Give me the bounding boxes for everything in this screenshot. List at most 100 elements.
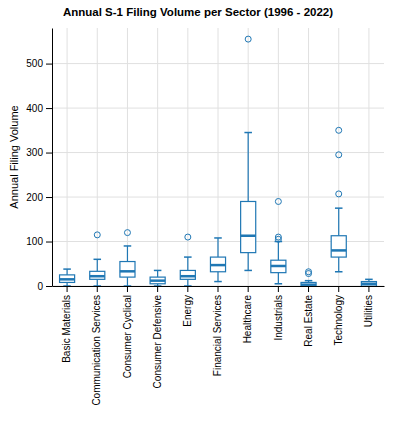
lower-whisker — [338, 257, 339, 272]
flier — [275, 234, 281, 240]
grid — [52, 28, 384, 286]
y-tick-label: 0 — [37, 281, 43, 292]
x-tick-mark — [308, 286, 309, 292]
box — [60, 275, 75, 283]
median — [271, 265, 286, 268]
median — [210, 264, 225, 267]
flier — [336, 152, 342, 158]
flier — [245, 36, 251, 42]
x-grid-line — [67, 28, 68, 286]
x-tick-label: Healthcare — [242, 295, 253, 344]
upper-cap — [124, 245, 132, 247]
x-tick-mark — [248, 286, 249, 292]
median — [180, 275, 195, 278]
y-tick-label: 300 — [26, 147, 43, 158]
box-group — [301, 269, 316, 286]
x-tick-mark — [157, 286, 158, 292]
lower-cap — [63, 285, 71, 286]
lower-cap — [335, 271, 343, 273]
lower-whisker — [127, 277, 128, 286]
lower-whisker — [248, 253, 249, 271]
median — [60, 278, 75, 281]
boxes — [60, 36, 377, 286]
upper-whisker — [187, 257, 188, 270]
box — [241, 201, 256, 252]
y-axis-title: Annual Filing Volume — [8, 105, 20, 208]
x-tick: Utilities — [363, 286, 374, 327]
upper-whisker — [66, 269, 67, 275]
y-tick-mark — [46, 108, 52, 109]
x-tick-label: Communication Services — [91, 295, 102, 406]
upper-cap — [94, 259, 102, 261]
upper-whisker — [97, 259, 98, 271]
lower-whisker — [97, 279, 98, 286]
median — [301, 283, 316, 286]
flier — [275, 198, 281, 204]
lower-cap — [154, 285, 162, 286]
x-tick-label: Industrials — [273, 295, 284, 341]
x-tick-label: Basic Materials — [61, 295, 72, 363]
median — [331, 249, 346, 252]
y-tick: 200 — [26, 192, 52, 203]
y-tick: 0 — [37, 281, 52, 292]
box-group — [180, 234, 195, 286]
box-group — [150, 270, 165, 286]
x-tick-mark — [218, 286, 219, 292]
y-tick-label: 400 — [26, 103, 43, 114]
median — [90, 275, 105, 278]
chart-title: Annual S-1 Filing Volume per Sector (199… — [63, 6, 333, 18]
y-tick-mark — [46, 153, 52, 154]
x-tick-mark — [67, 286, 68, 292]
x-tick: Consumer Cyclical — [122, 286, 133, 378]
median — [241, 234, 256, 237]
x-grid-line — [218, 28, 219, 286]
upper-whisker — [217, 238, 218, 257]
box-group — [120, 230, 135, 286]
box — [361, 282, 376, 286]
y-axis: 0100200300400500 — [26, 29, 52, 292]
x-grid-line — [368, 28, 369, 286]
flier — [336, 191, 342, 197]
x-tick-label: Technology — [333, 295, 344, 346]
box-group — [60, 269, 75, 286]
y-tick-mark — [46, 64, 52, 65]
flier — [336, 127, 342, 133]
box — [331, 236, 346, 257]
box — [150, 277, 165, 284]
x-tick-label: Real Estate — [303, 295, 314, 347]
y-tick-label: 100 — [26, 236, 43, 247]
box-group — [90, 232, 105, 286]
x-tick: Consumer Defensive — [152, 286, 163, 388]
upper-cap — [244, 132, 252, 134]
lower-cap — [94, 285, 102, 286]
upper-cap — [335, 207, 343, 209]
box-group — [361, 279, 376, 286]
y-tick-mark — [46, 286, 52, 287]
chart-svg: Basic Materials Communication Services Con… — [0, 0, 396, 424]
flier — [94, 232, 100, 238]
x-tick-mark — [127, 286, 128, 292]
x-tick-label: Utilities — [363, 295, 374, 327]
upper-whisker — [248, 133, 249, 202]
upper-cap — [214, 237, 222, 239]
x-tick-mark — [97, 286, 98, 292]
box-group — [331, 127, 346, 271]
lower-cap — [184, 285, 192, 286]
box-group — [210, 238, 225, 282]
y-tick: 400 — [26, 103, 52, 114]
x-tick: Basic Materials — [61, 286, 72, 363]
flier — [185, 234, 191, 240]
lower-cap — [124, 285, 132, 286]
median — [361, 283, 376, 286]
x-grid-line — [187, 28, 188, 286]
x-tick: Technology — [333, 286, 344, 346]
flier — [124, 230, 130, 236]
lower-whisker — [217, 272, 218, 282]
lower-cap — [275, 283, 283, 285]
x-tick-mark — [187, 286, 188, 292]
y-tick-mark — [46, 242, 52, 243]
x-tick-mark — [278, 286, 279, 292]
box-group — [271, 198, 286, 283]
upper-cap — [63, 268, 71, 270]
upper-cap — [154, 270, 162, 272]
